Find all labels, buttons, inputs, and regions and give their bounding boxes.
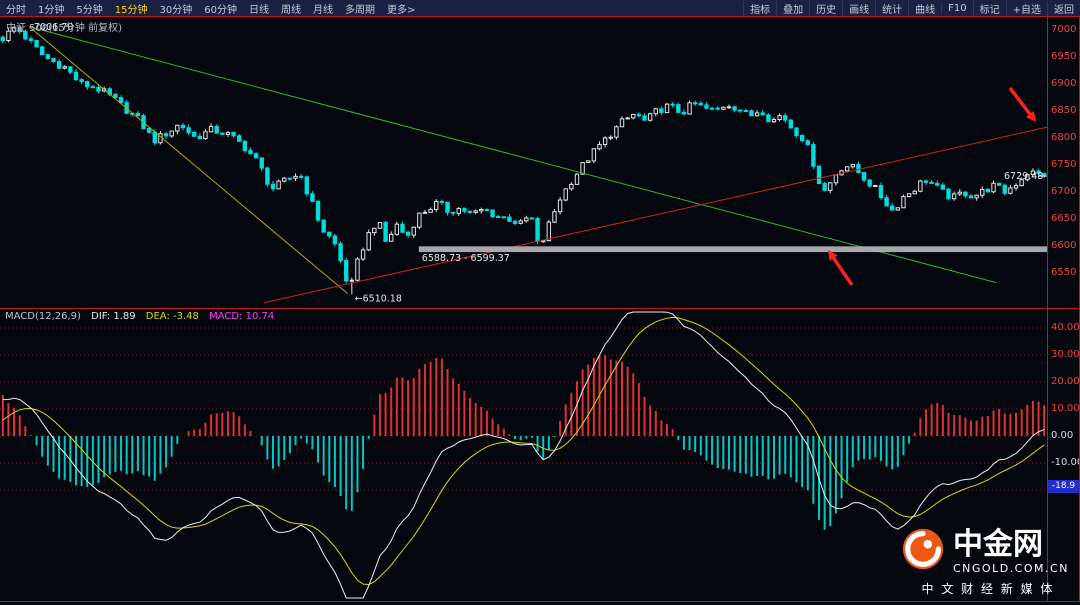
timeframe-menu: 分时 1分钟 5分钟 15分钟 30分钟 60分钟 日线 周线 月线 多周期 更多> xyxy=(0,1,421,16)
tf-more[interactable]: 更多> xyxy=(386,4,416,16)
macd-gridlines xyxy=(0,327,1047,491)
price-axis-label: 6950 xyxy=(1051,51,1077,62)
tf-30min[interactable]: 30分钟 xyxy=(159,4,193,16)
price-axis-label: 6900 xyxy=(1051,78,1077,89)
main-price-pane: 7006.70 ←6510.18 6588.73 - 6599.37 6729.48 xyxy=(0,18,1048,308)
macd-axis: -18.9 40.0030.0020.0010.000.00-10.00-20.… xyxy=(1048,309,1080,601)
tf-multi[interactable]: 多周期 xyxy=(344,4,375,16)
dea-line xyxy=(2,316,1045,586)
price-axis-label: 6700 xyxy=(1051,186,1077,197)
tool-f10[interactable]: F10 xyxy=(941,2,972,14)
tf-1min[interactable]: 1分钟 xyxy=(38,4,65,16)
macd-params-label: MACD(12,26,9) xyxy=(5,311,81,322)
main-price-chart[interactable]: 7006.70 ←6510.18 6588.73 - 6599.37 6729.48 xyxy=(0,18,1048,308)
macd-histogram xyxy=(1,355,1046,530)
pane-divider-line xyxy=(0,308,1080,309)
cngold-watermark: 中金网 CNGOLD.COM.CN 中 文 财 经 新 媒 体 xyxy=(900,526,1076,597)
macd-indicator-labels: MACD(12,26,9) DIF: 1.89 DEA: -3.48 MACD:… xyxy=(5,311,281,322)
tool-drawline[interactable]: 画线 xyxy=(842,0,875,16)
tf-15min[interactable]: 15分钟 xyxy=(114,4,148,16)
chart-title: 中证 500(15分钟 前复权) xyxy=(6,23,122,34)
support-band xyxy=(418,246,1047,253)
tf-60min[interactable]: 60分钟 xyxy=(204,4,237,16)
dif-value-label: DIF: 1.89 xyxy=(91,311,136,322)
green-downtrend xyxy=(29,26,997,284)
tool-return[interactable]: 返回 xyxy=(1047,0,1080,16)
macd-pane xyxy=(0,309,1047,601)
dif-line xyxy=(2,311,1045,599)
dea-value-label: DEA: -3.48 xyxy=(145,311,199,322)
macd-axis-label: -10.00 xyxy=(1051,457,1080,468)
macd-axis-label: 40.00 xyxy=(1051,322,1080,333)
tf-monthly[interactable]: 月线 xyxy=(312,4,333,16)
price-annotation: 7006.70 xyxy=(34,22,73,33)
alert-arrows xyxy=(828,86,1036,286)
tool-history[interactable]: 历史 xyxy=(809,0,842,16)
tool-stats[interactable]: 统计 xyxy=(875,0,908,16)
price-annotation: 6588.73 - 6599.37 xyxy=(422,253,510,264)
logo-domain: CNGOLD.COM.CN xyxy=(953,561,1069,575)
price-axis-label: 6550 xyxy=(1051,267,1077,278)
macd-chart[interactable] xyxy=(0,309,1047,601)
price-axis-label: 6800 xyxy=(1051,132,1077,143)
cngold-logo-icon xyxy=(900,526,946,576)
price-axis-label: 6600 xyxy=(1051,240,1077,251)
main-price-axis: 7000 6950 6900 6850 6800 6750 6700 6650 6600 6550 xyxy=(1048,18,1080,308)
tools-menu: 指标 叠加 历史 画线 统计 曲线 F10 标记 +自选 返回 xyxy=(743,0,1080,16)
tf-fenshi[interactable]: 分时 xyxy=(6,4,26,16)
price-axis-label: 6750 xyxy=(1051,159,1077,170)
trendlines xyxy=(28,26,1048,304)
price-axis-label: 7000 xyxy=(1051,24,1077,35)
tool-overlay[interactable]: 叠加 xyxy=(776,0,809,16)
red-uptrend xyxy=(263,126,1048,304)
tf-5min[interactable]: 5分钟 xyxy=(76,4,103,16)
price-annotation: 6729.48 xyxy=(1004,171,1043,182)
candlestick-series xyxy=(0,24,1047,295)
tool-curve[interactable]: 曲线 xyxy=(908,0,941,16)
tf-daily[interactable]: 日线 xyxy=(248,4,269,16)
macd-last-value-badge: -18.9 xyxy=(1048,480,1079,493)
macd-value-label: MACD: 10.74 xyxy=(209,311,275,322)
macd-axis-label: 20.00 xyxy=(1051,376,1080,387)
price-axis-label: 6850 xyxy=(1051,105,1077,116)
logo-tagline: 中 文 财 经 新 媒 体 xyxy=(921,582,1055,596)
macd-axis-label: 0.00 xyxy=(1051,430,1074,441)
price-annotation: ←6510.18 xyxy=(355,294,402,305)
tool-mark[interactable]: 标记 xyxy=(972,0,1006,16)
tool-indicator[interactable]: 指标 xyxy=(743,0,776,16)
tool-addwatch[interactable]: +自选 xyxy=(1005,0,1047,16)
axis-divider-line xyxy=(1047,17,1048,601)
macd-axis-label: 30.00 xyxy=(1051,349,1080,360)
tf-weekly[interactable]: 周线 xyxy=(280,4,301,16)
logo-name: 中金网 xyxy=(953,526,1043,562)
price-axis-label: 6650 xyxy=(1051,213,1077,224)
top-menu-bar: 分时 1分钟 5分钟 15分钟 30分钟 60分钟 日线 周线 月线 多周期 更多> 指标 叠加 历史画… xyxy=(0,0,1080,17)
yellow-downtrend xyxy=(28,26,348,294)
macd-axis-label: 10.00 xyxy=(1051,403,1080,414)
